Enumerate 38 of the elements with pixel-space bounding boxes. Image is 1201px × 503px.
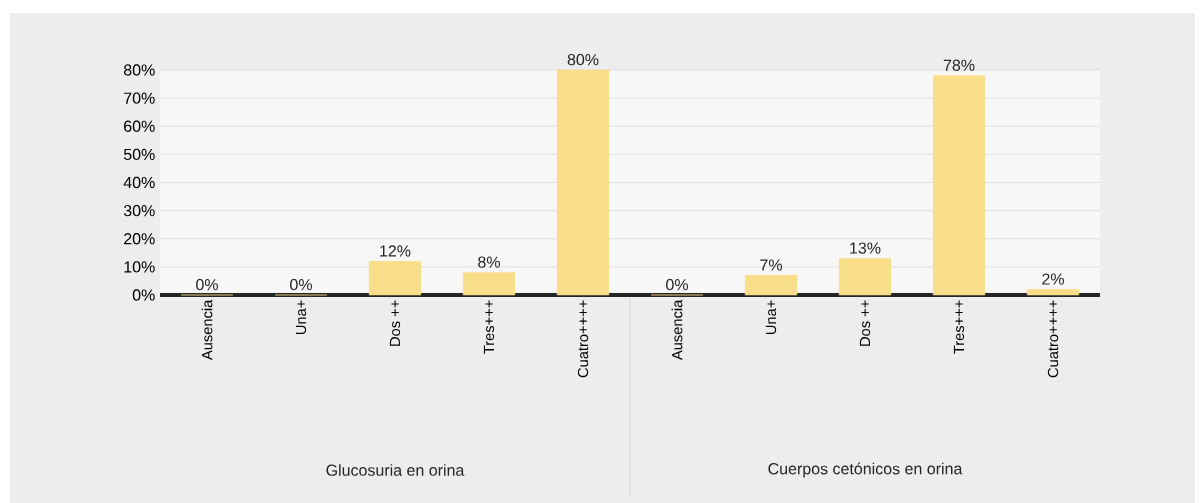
x-tick-label: Una+ <box>295 300 307 335</box>
bar <box>368 260 422 296</box>
x-tick-label: Ausencia <box>671 299 683 361</box>
x-tick-label: Dos ++ <box>859 300 871 346</box>
data-label: 80% <box>567 53 599 66</box>
y-tick-label: 20% <box>124 233 155 245</box>
data-label: 78% <box>943 59 975 71</box>
data-label: 0% <box>290 278 312 291</box>
x-tick-label: Una+ <box>765 300 777 335</box>
y-tick-label: 0% <box>132 289 155 301</box>
x-tick-label: Cuatro++++ <box>1047 300 1059 378</box>
bar <box>556 69 610 296</box>
bar <box>462 272 516 296</box>
y-tick-label: 70% <box>124 92 155 104</box>
x-tick-label: Tres+++ <box>953 300 965 354</box>
x-tick-label: Ausencia <box>201 299 213 361</box>
y-tick-label: 10% <box>124 261 155 273</box>
data-label: 13% <box>850 242 881 254</box>
bar <box>932 75 986 296</box>
data-label: 12% <box>380 245 411 257</box>
y-tick-label: 40% <box>123 176 155 189</box>
x-tick-label: Cuatro++++ <box>577 300 589 378</box>
data-label: 0% <box>666 278 688 291</box>
y-tick-label: 30% <box>123 204 155 217</box>
y-tick-label: 80% <box>123 64 155 76</box>
data-label: 2% <box>1042 273 1065 285</box>
bar <box>1026 289 1080 296</box>
y-tick-label: 50% <box>123 148 155 161</box>
text: Cuerpos cetónicos en orina <box>768 462 963 478</box>
x-tick-label: Tres+++ <box>483 300 495 354</box>
data-label: 8% <box>478 256 500 268</box>
y-tick-label: 60% <box>124 120 155 132</box>
data-label: 7% <box>760 259 782 271</box>
bar <box>744 275 798 296</box>
x-tick-label: Dos ++ <box>389 300 401 346</box>
data-label: 0% <box>196 278 218 291</box>
text: Glucosuria en orina <box>326 464 465 476</box>
bar <box>838 258 892 296</box>
